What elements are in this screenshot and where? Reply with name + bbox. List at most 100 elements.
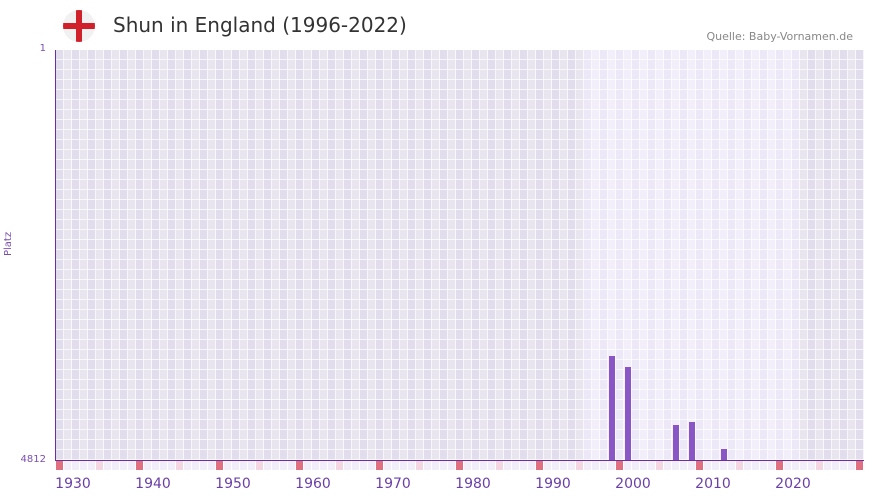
x-tick-label: 1970 <box>375 476 411 492</box>
grid-column <box>200 50 208 460</box>
grid-column <box>544 50 552 460</box>
y-axis-label: Platz <box>3 231 14 256</box>
year-marker <box>696 461 703 470</box>
grid-column <box>472 50 480 460</box>
year-marker <box>664 461 671 470</box>
grid-column <box>336 50 344 460</box>
year-marker <box>272 461 279 470</box>
year-marker <box>608 461 615 470</box>
year-marker <box>824 461 831 470</box>
grid-column <box>504 50 512 460</box>
grid-column <box>176 50 184 460</box>
grid-column <box>360 50 368 460</box>
grid-column <box>112 50 120 460</box>
y-axis-line <box>55 50 56 461</box>
grid-column <box>136 50 144 460</box>
grid-column <box>424 50 432 460</box>
grid-column <box>440 50 448 460</box>
grid-column <box>752 50 760 460</box>
year-marker <box>544 461 551 470</box>
grid-column <box>632 50 640 460</box>
data-bar[interactable] <box>625 366 631 460</box>
grid-column <box>56 50 64 460</box>
grid-column <box>744 50 752 460</box>
year-marker <box>112 461 119 470</box>
year-marker <box>616 461 623 470</box>
y-tick-top: 1 <box>39 43 46 54</box>
year-marker <box>288 461 295 470</box>
data-bar[interactable] <box>689 421 695 460</box>
plot-area <box>56 50 864 460</box>
year-marker <box>256 461 263 470</box>
year-marker <box>528 461 535 470</box>
grid-column <box>376 50 384 460</box>
grid-column <box>848 50 856 460</box>
grid-column <box>832 50 840 460</box>
grid-column <box>600 50 608 460</box>
year-marker <box>568 461 575 470</box>
grid-column <box>736 50 744 460</box>
data-bar[interactable] <box>721 449 727 460</box>
year-marker <box>560 461 567 470</box>
grid-column <box>672 50 680 460</box>
data-bar[interactable] <box>609 355 615 460</box>
year-marker <box>152 461 159 470</box>
year-marker <box>192 461 199 470</box>
grid-column <box>616 50 624 460</box>
year-marker <box>504 461 511 470</box>
year-marker <box>88 461 95 470</box>
data-bar[interactable] <box>673 424 679 460</box>
year-marker <box>800 461 807 470</box>
year-marker <box>584 461 591 470</box>
grid-column <box>240 50 248 460</box>
year-marker <box>264 461 271 470</box>
year-marker <box>736 461 743 470</box>
year-marker <box>248 461 255 470</box>
grid-column <box>768 50 776 460</box>
year-marker <box>224 461 231 470</box>
grid-column <box>232 50 240 460</box>
grid-column <box>808 50 816 460</box>
grid-column <box>80 50 88 460</box>
year-marker <box>104 461 111 470</box>
grid-column <box>328 50 336 460</box>
year-marker <box>296 461 303 470</box>
year-marker <box>520 461 527 470</box>
year-marker <box>488 461 495 470</box>
year-marker <box>472 461 479 470</box>
grid-column <box>400 50 408 460</box>
year-marker <box>392 461 399 470</box>
year-marker <box>744 461 751 470</box>
grid-column <box>432 50 440 460</box>
year-marker <box>312 461 319 470</box>
x-tick-label: 2000 <box>615 476 651 492</box>
grid-column <box>640 50 648 460</box>
x-axis-line <box>55 460 864 461</box>
grid-column <box>352 50 360 460</box>
year-marker <box>120 461 127 470</box>
year-marker <box>408 461 415 470</box>
x-tick-label: 1960 <box>295 476 331 492</box>
grid-column <box>288 50 296 460</box>
year-marker <box>136 461 143 470</box>
year-marker <box>760 461 767 470</box>
year-marker <box>336 461 343 470</box>
grid-column <box>840 50 848 460</box>
grid-column <box>624 50 632 460</box>
year-marker <box>440 461 447 470</box>
grid-column <box>64 50 72 460</box>
grid-column <box>104 50 112 460</box>
year-marker <box>456 461 463 470</box>
year-marker <box>576 461 583 470</box>
grid-column <box>560 50 568 460</box>
x-tick-label: 1940 <box>135 476 171 492</box>
grid-column <box>608 50 616 460</box>
year-marker <box>496 461 503 470</box>
grid-column <box>704 50 712 460</box>
grid-column <box>168 50 176 460</box>
grid-column <box>448 50 456 460</box>
year-marker <box>144 461 151 470</box>
year-marker <box>352 461 359 470</box>
grid-column <box>664 50 672 460</box>
grid-column <box>528 50 536 460</box>
